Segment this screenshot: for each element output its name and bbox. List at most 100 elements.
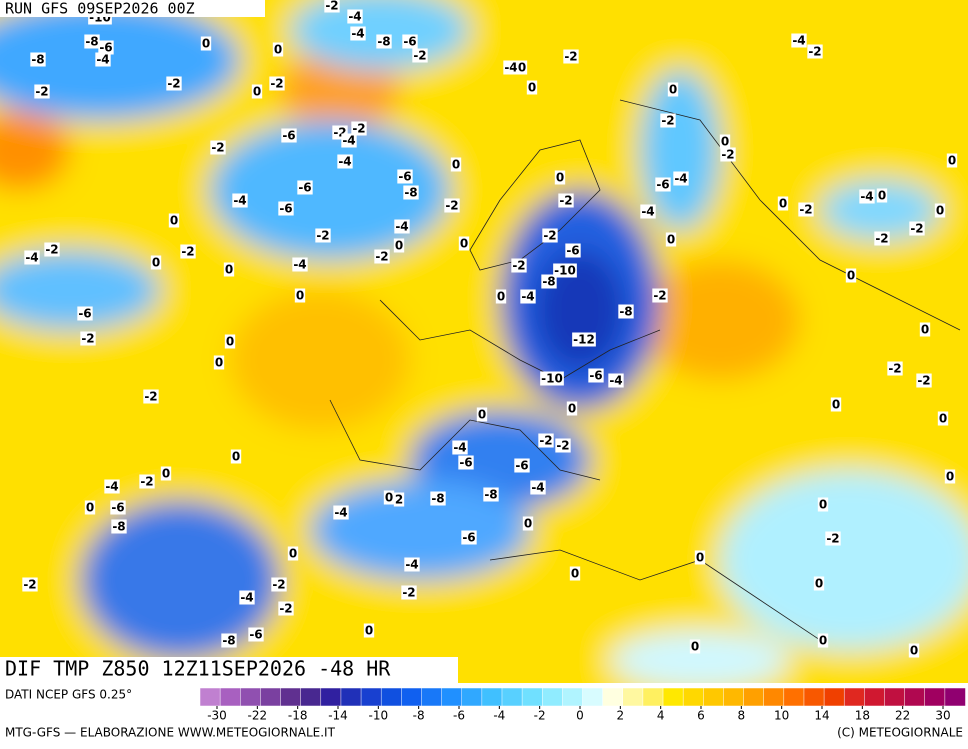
contour-label: 0 — [721, 135, 729, 149]
contour-label: -8 — [31, 53, 44, 67]
colorbar-swatch — [723, 687, 745, 707]
contour-label-box — [830, 397, 842, 412]
contour-label: 0 — [878, 189, 886, 203]
contour-label-box — [540, 371, 564, 386]
contour-label-box — [278, 601, 294, 616]
contour-label: 0 — [296, 289, 304, 303]
colorbar-swatch — [884, 687, 906, 707]
contour-label: -6 — [298, 181, 311, 195]
colorbar-tick-label: -8 — [413, 709, 425, 723]
contour-label-box — [530, 480, 546, 495]
contour-label-box — [383, 490, 395, 505]
contour-label-box — [315, 228, 331, 243]
contour-label: -2 — [808, 45, 821, 59]
contour-label-box — [944, 469, 956, 484]
contour-label: -6 — [566, 244, 579, 258]
contour-label-box — [430, 491, 446, 506]
contour-label: -2 — [181, 245, 194, 259]
contour-label: 0 — [452, 158, 460, 172]
contour-label-box — [166, 76, 182, 91]
contour-label-box — [287, 546, 299, 561]
contour-label-box — [526, 80, 538, 95]
contour-label: -4 — [531, 481, 544, 495]
contour-label-box — [350, 26, 366, 41]
contour-label-box — [84, 500, 96, 515]
contour-label: -2 — [211, 141, 224, 155]
contour-label-box — [937, 411, 949, 426]
contour-label: -4 — [405, 558, 418, 572]
colorbar-swatch — [562, 687, 584, 707]
contour-label-box — [522, 516, 534, 531]
colorbar-tick-label: 6 — [697, 709, 705, 723]
contour-label: 0 — [815, 577, 823, 591]
contour-label: -2 — [402, 586, 415, 600]
map-title: DIF TMP Z850 12Z11SEP2026 -48 HR — [5, 657, 391, 681]
run-box — [0, 0, 265, 17]
contour-label-box — [450, 157, 462, 172]
contour-label: -2 — [559, 194, 572, 208]
contour-label-box — [150, 255, 162, 270]
colorbar-swatch — [944, 687, 966, 707]
contour-label-box — [791, 33, 807, 48]
contour-label-box — [374, 249, 390, 264]
contour-label: -2 — [564, 50, 577, 64]
contour-label: -6 — [398, 170, 411, 184]
contour-label: -4 — [293, 258, 306, 272]
contour-label: -2 — [543, 229, 556, 243]
contour-label: -4 — [395, 220, 408, 234]
contour-label: 0 — [86, 501, 94, 515]
contour-label-box — [798, 202, 814, 217]
contour-label: -2 — [279, 602, 292, 616]
contour-label-box — [876, 188, 888, 203]
contour-label: -4 — [105, 480, 118, 494]
colorbar-swatch — [280, 687, 302, 707]
contour-label: -2 — [270, 77, 283, 91]
contour-label-box — [689, 639, 701, 654]
contour-label-box — [224, 334, 236, 349]
contour-label-box — [458, 236, 470, 251]
contour-label: -2 — [375, 250, 388, 264]
contour-label: -10 — [541, 372, 563, 386]
colorbar-tick-label: 22 — [895, 709, 910, 723]
contour-label: -4 — [792, 34, 805, 48]
contour-label-box — [139, 474, 155, 489]
contour-label-box — [412, 48, 428, 63]
contour-label-box — [111, 519, 127, 534]
contour-label-box — [143, 389, 159, 404]
contour-label-box — [554, 170, 566, 185]
contour-label: 0 — [152, 256, 160, 270]
contour-label-box — [563, 49, 579, 64]
contour-label: -6 — [279, 202, 292, 216]
contour-label: 0 — [225, 263, 233, 277]
contour-label-box — [333, 505, 349, 520]
colorbar-tick-label: 30 — [935, 709, 950, 723]
contour-label-box — [269, 76, 285, 91]
contour-label: 0 — [779, 197, 787, 211]
contour-label-box — [232, 193, 248, 208]
colorbar-swatch — [340, 687, 362, 707]
contour-label: -4 — [351, 27, 364, 41]
contour-label-box — [817, 633, 829, 648]
contour-label: -8 — [484, 488, 497, 502]
contour-label: -2 — [325, 0, 338, 13]
contour-label-box — [553, 263, 577, 278]
contour-label-box — [221, 633, 237, 648]
contour-label: -2 — [539, 434, 552, 448]
contour-label-box — [538, 433, 554, 448]
contour-label-box — [393, 238, 405, 253]
contour-label-box — [541, 274, 557, 289]
contour-label-box — [618, 304, 634, 319]
colorbar-tick-label: -4 — [493, 709, 505, 723]
contour-label: 0 — [667, 233, 675, 247]
contour-label: -2 — [653, 289, 666, 303]
contour-label-box — [503, 60, 519, 75]
colorbar-swatch — [199, 687, 221, 707]
contour-label-box — [294, 288, 306, 303]
contour-label: -8 — [222, 634, 235, 648]
contour-label-box — [278, 201, 294, 216]
contour-label: 0 — [556, 171, 564, 185]
contour-label: 0 — [910, 644, 918, 658]
contour-label-box — [461, 530, 477, 545]
contour-label-box — [337, 154, 353, 169]
contour-label: -2 — [799, 203, 812, 217]
